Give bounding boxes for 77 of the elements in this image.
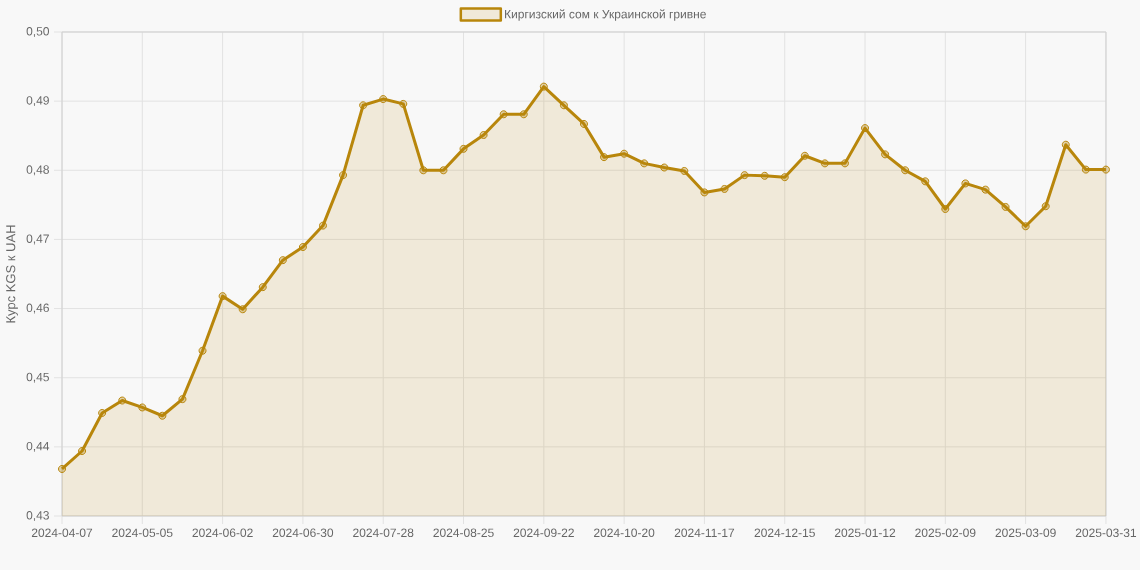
point — [439, 166, 448, 175]
y-tick-label: 0,43 — [26, 511, 49, 521]
point — [419, 166, 428, 175]
y-axis-title: Курс KGS к UAH — [6, 225, 18, 323]
point — [660, 163, 669, 172]
point — [379, 95, 388, 104]
point — [198, 346, 207, 355]
point — [640, 159, 649, 168]
point — [519, 110, 528, 119]
point — [218, 292, 227, 301]
point — [559, 101, 568, 110]
y-tick-label: 0,49 — [26, 96, 49, 107]
x-tick-label: 2024-06-02 — [192, 528, 253, 538]
point — [238, 305, 247, 314]
legend-label: Киргизский сом к Украинской гривне — [505, 9, 706, 21]
point — [1081, 165, 1090, 174]
point — [98, 408, 107, 417]
point — [941, 205, 950, 213]
point — [579, 119, 588, 128]
x-tick-label: 2025-03-31 — [1075, 528, 1137, 538]
point — [499, 110, 508, 119]
y-tick-label: 0,46 — [26, 303, 49, 314]
x-tick-label: 2024-06-30 — [272, 528, 334, 538]
point — [359, 101, 368, 110]
x-tick-label: 2024-04-07 — [31, 528, 93, 538]
point — [1001, 202, 1010, 211]
x-tick-label: 2025-03-09 — [995, 528, 1056, 538]
point — [459, 144, 468, 153]
point — [1021, 222, 1030, 231]
x-tick-label: 2025-01-12 — [834, 528, 896, 538]
y-tick-label: 0,45 — [26, 372, 49, 383]
point — [539, 82, 548, 91]
point — [339, 171, 348, 180]
point — [780, 173, 789, 182]
point — [178, 395, 187, 404]
point — [1041, 202, 1050, 211]
point — [961, 179, 970, 188]
y-tick-label: 0,44 — [26, 441, 50, 452]
point — [840, 159, 849, 168]
y-tick-label: 0,50 — [26, 27, 50, 37]
point — [881, 150, 890, 159]
point — [921, 177, 930, 186]
point — [981, 185, 990, 194]
point — [680, 166, 689, 175]
x-tick-label: 2024-10-20 — [594, 528, 655, 538]
x-tick-label: 2024-12-15 — [754, 528, 815, 538]
x-tick-label: 2025-02-09 — [915, 528, 976, 538]
point — [1061, 140, 1070, 149]
point — [278, 256, 287, 265]
point — [700, 188, 709, 197]
y-tick-label: 0,48 — [26, 165, 49, 176]
point — [901, 166, 910, 175]
point — [58, 464, 66, 473]
y-tick-label: 0,47 — [26, 234, 49, 245]
x-tick-label: 2024-08-25 — [433, 528, 494, 538]
point — [800, 151, 809, 160]
x-tick-label: 2024-09-22 — [513, 528, 574, 538]
point — [78, 447, 87, 455]
x-tick-label: 2024-05-05 — [112, 528, 173, 538]
x-tick-label: 2024-11-17 — [674, 528, 735, 538]
point — [760, 171, 769, 180]
point — [479, 131, 488, 140]
point — [399, 99, 408, 108]
point — [1101, 165, 1110, 174]
point — [158, 411, 167, 420]
point — [820, 159, 829, 168]
point — [620, 149, 629, 158]
point — [600, 153, 609, 162]
point — [720, 184, 729, 193]
point — [861, 124, 870, 133]
point — [740, 171, 749, 180]
point — [318, 221, 327, 230]
point — [258, 283, 267, 292]
point — [118, 396, 127, 405]
x-tick-label: 2024-07-28 — [353, 528, 414, 538]
point — [298, 243, 307, 252]
point — [138, 403, 147, 412]
